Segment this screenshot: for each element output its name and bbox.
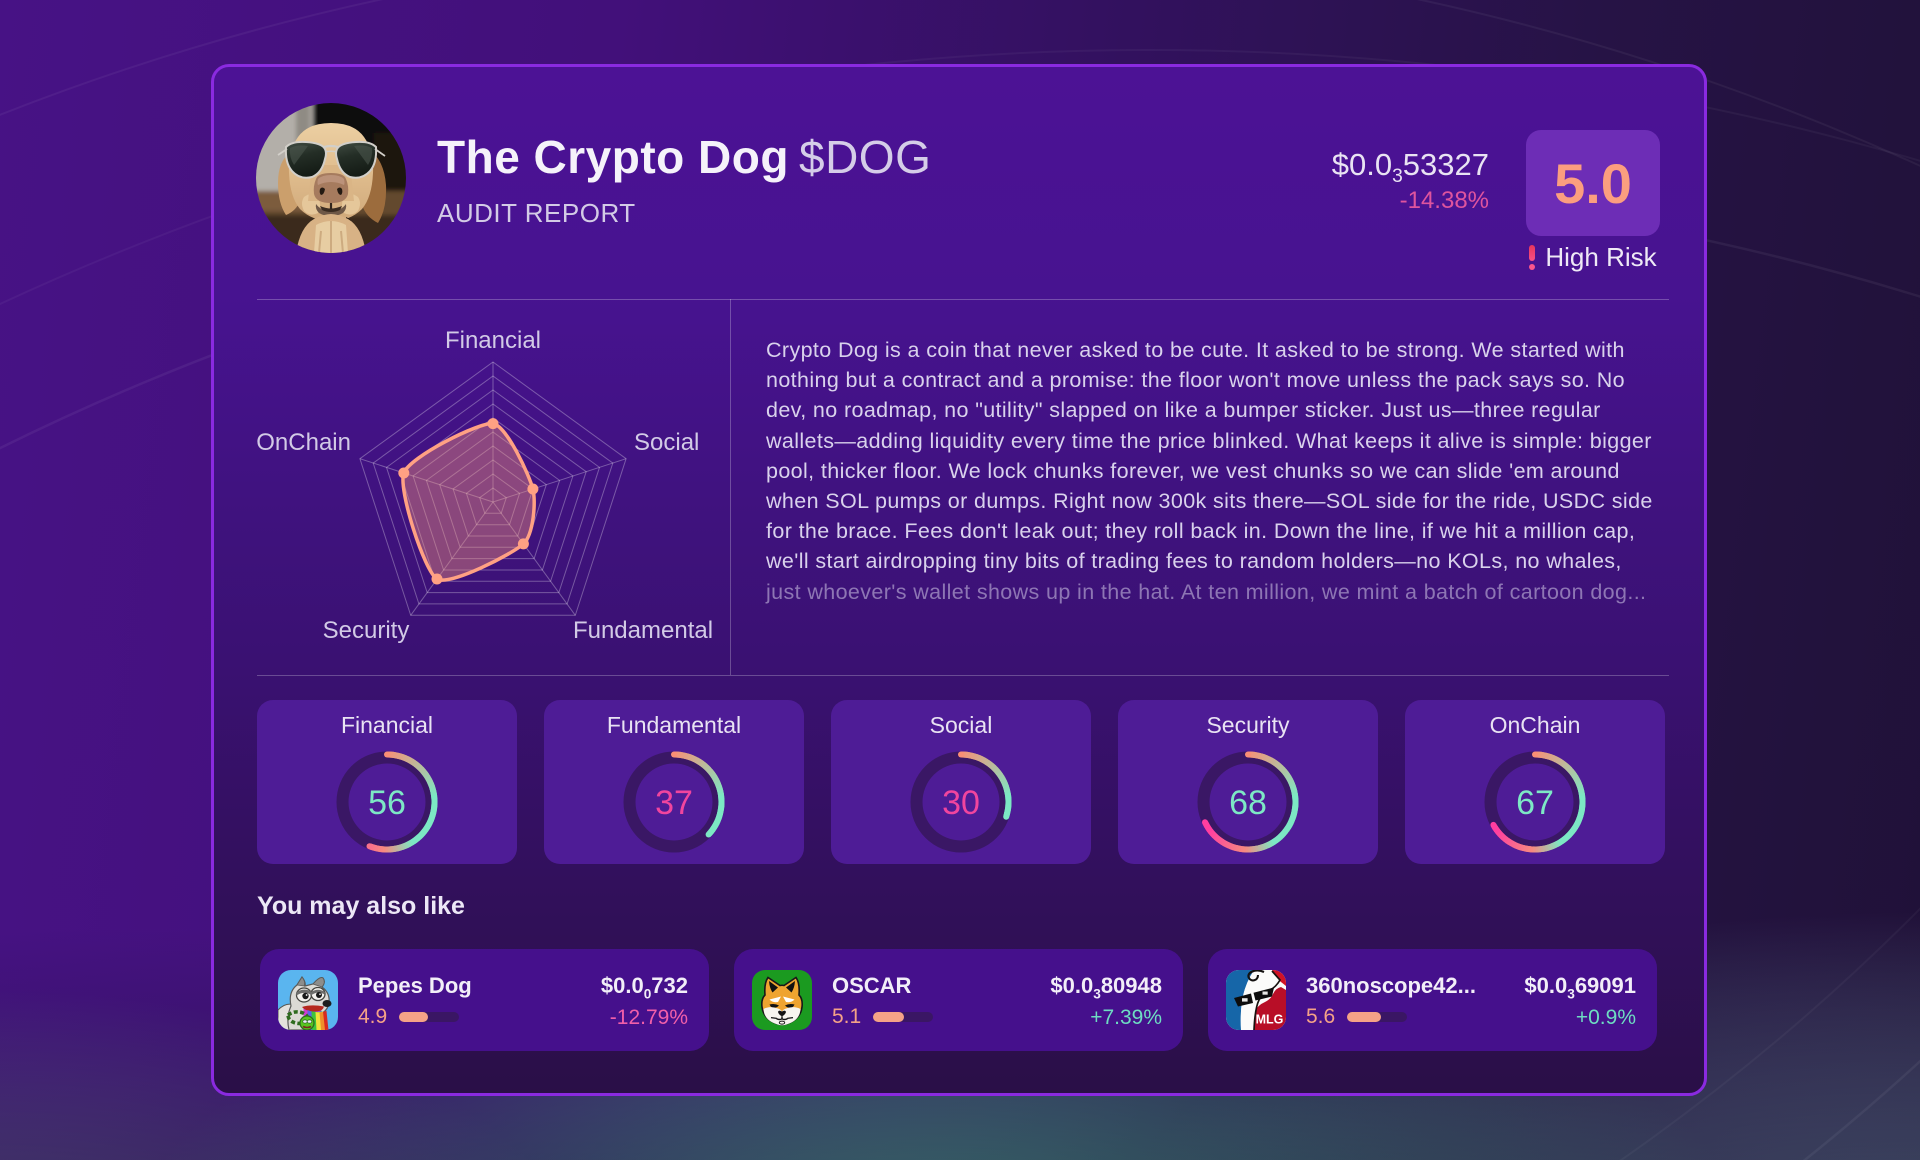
svg-text:Financial: Financial	[445, 327, 541, 354]
svg-text:30: 30	[942, 784, 980, 822]
svg-text:37: 37	[655, 784, 693, 822]
svg-text:Social: Social	[634, 429, 699, 456]
svg-text:68: 68	[1229, 784, 1267, 822]
svg-text:Security: Security	[323, 617, 410, 644]
svg-text:56: 56	[368, 784, 406, 822]
svg-text:Fundamental: Fundamental	[573, 617, 713, 644]
svg-text:67: 67	[1516, 784, 1554, 822]
svg-text:MLG: MLG	[1256, 1013, 1284, 1027]
svg-text:OnChain: OnChain	[256, 429, 351, 456]
